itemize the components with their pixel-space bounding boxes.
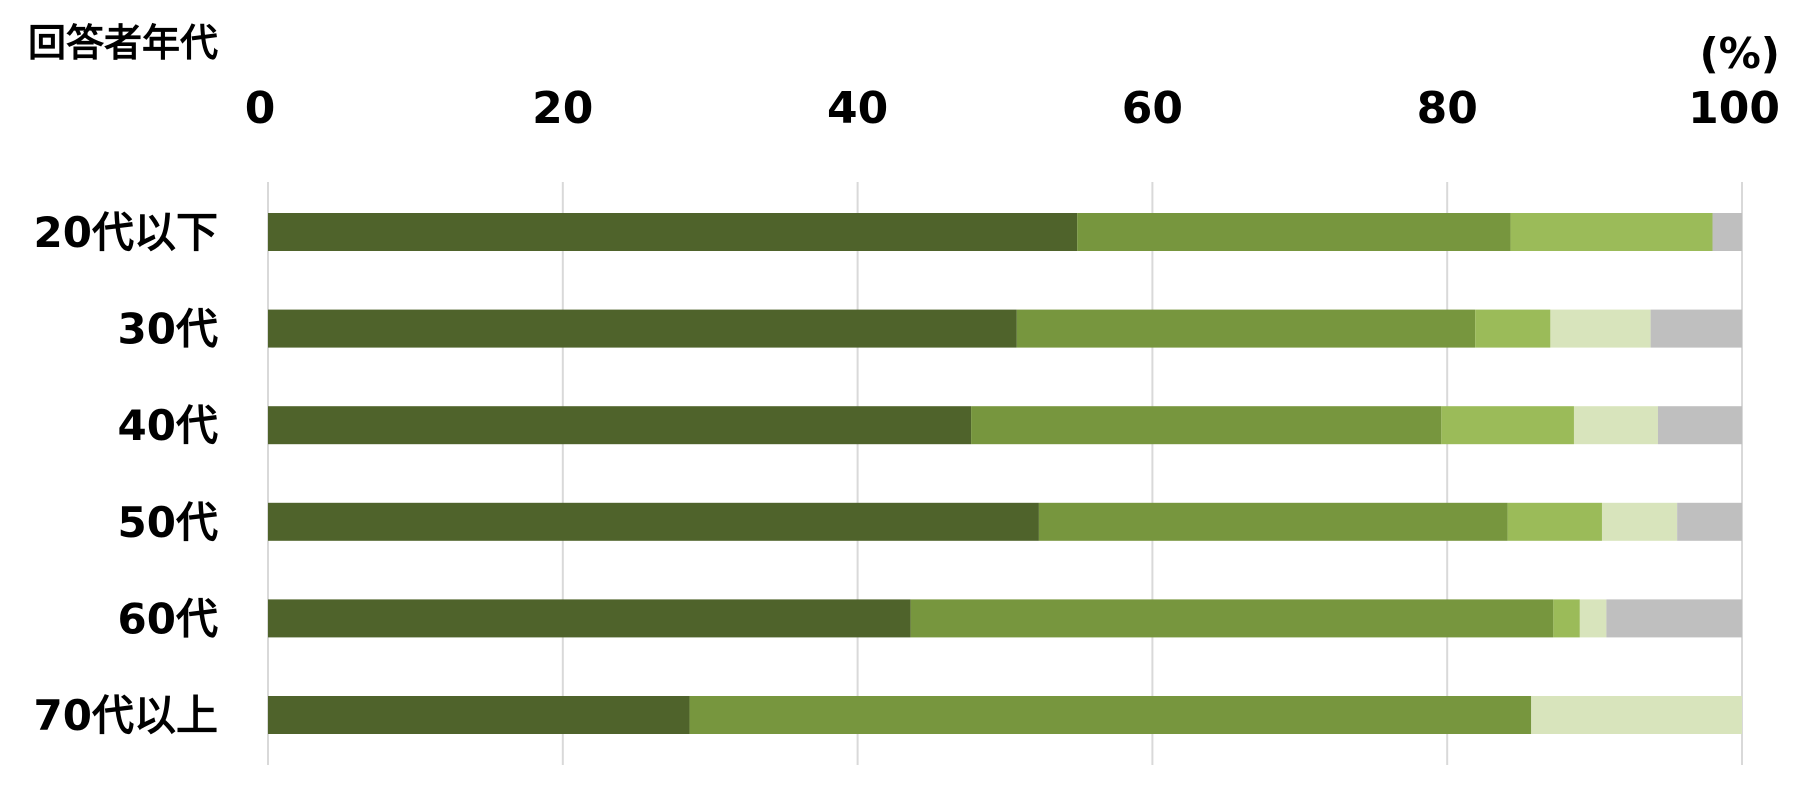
bar-segment xyxy=(1657,406,1742,445)
category-label: 30代 xyxy=(118,305,218,354)
bar-segment xyxy=(1510,213,1713,251)
category-label: 40代 xyxy=(118,401,218,450)
bar-segment xyxy=(1606,599,1742,638)
x-tick-label: 40 xyxy=(827,83,888,134)
bars xyxy=(268,213,1742,734)
bar-segment xyxy=(1650,309,1742,348)
bar-segment xyxy=(268,309,1017,348)
bar-segment xyxy=(1579,599,1607,638)
gridlines xyxy=(267,182,1743,765)
category-label: 60代 xyxy=(118,594,218,643)
bar-segment xyxy=(1550,309,1651,348)
bar-segment xyxy=(1573,406,1658,445)
category-label: 20代以下 xyxy=(34,208,218,257)
x-axis-ticks: 0 20 40 60 80 100 xyxy=(245,83,1780,134)
bar-segment xyxy=(1038,502,1508,541)
bar-segment xyxy=(971,406,1442,445)
x-tick-label: 80 xyxy=(1417,83,1478,134)
bar-segment xyxy=(268,406,972,445)
y-axis-title: 回答者年代 xyxy=(28,21,218,65)
bar-segment xyxy=(1601,502,1678,541)
bar-segment xyxy=(1016,309,1476,348)
x-tick-label: 0 xyxy=(245,83,276,134)
bar-segment xyxy=(1677,502,1742,541)
bar-segment xyxy=(1553,599,1580,638)
bar-segment xyxy=(910,599,1554,638)
category-label: 50代 xyxy=(118,498,218,547)
bar-segment xyxy=(1441,406,1574,445)
bar-segment xyxy=(268,599,911,638)
bar-segment xyxy=(268,502,1039,541)
unit-label: (%) xyxy=(1700,29,1780,78)
x-tick-label: 100 xyxy=(1688,83,1780,134)
category-label: 70代以上 xyxy=(34,691,218,740)
bar-segment xyxy=(1077,213,1511,251)
category-labels: 20代以下 30代 40代 50代 60代 70代以上 xyxy=(34,208,218,740)
bar-segment xyxy=(1507,502,1602,541)
x-tick-label: 20 xyxy=(532,83,593,134)
bar-segment xyxy=(1712,213,1742,251)
bar-segment xyxy=(689,696,1532,734)
bar-segment xyxy=(1475,309,1551,348)
x-tick-label: 60 xyxy=(1122,83,1183,134)
bar-segment xyxy=(1531,696,1742,734)
bar-segment xyxy=(268,696,690,734)
bar-segment xyxy=(268,213,1078,251)
